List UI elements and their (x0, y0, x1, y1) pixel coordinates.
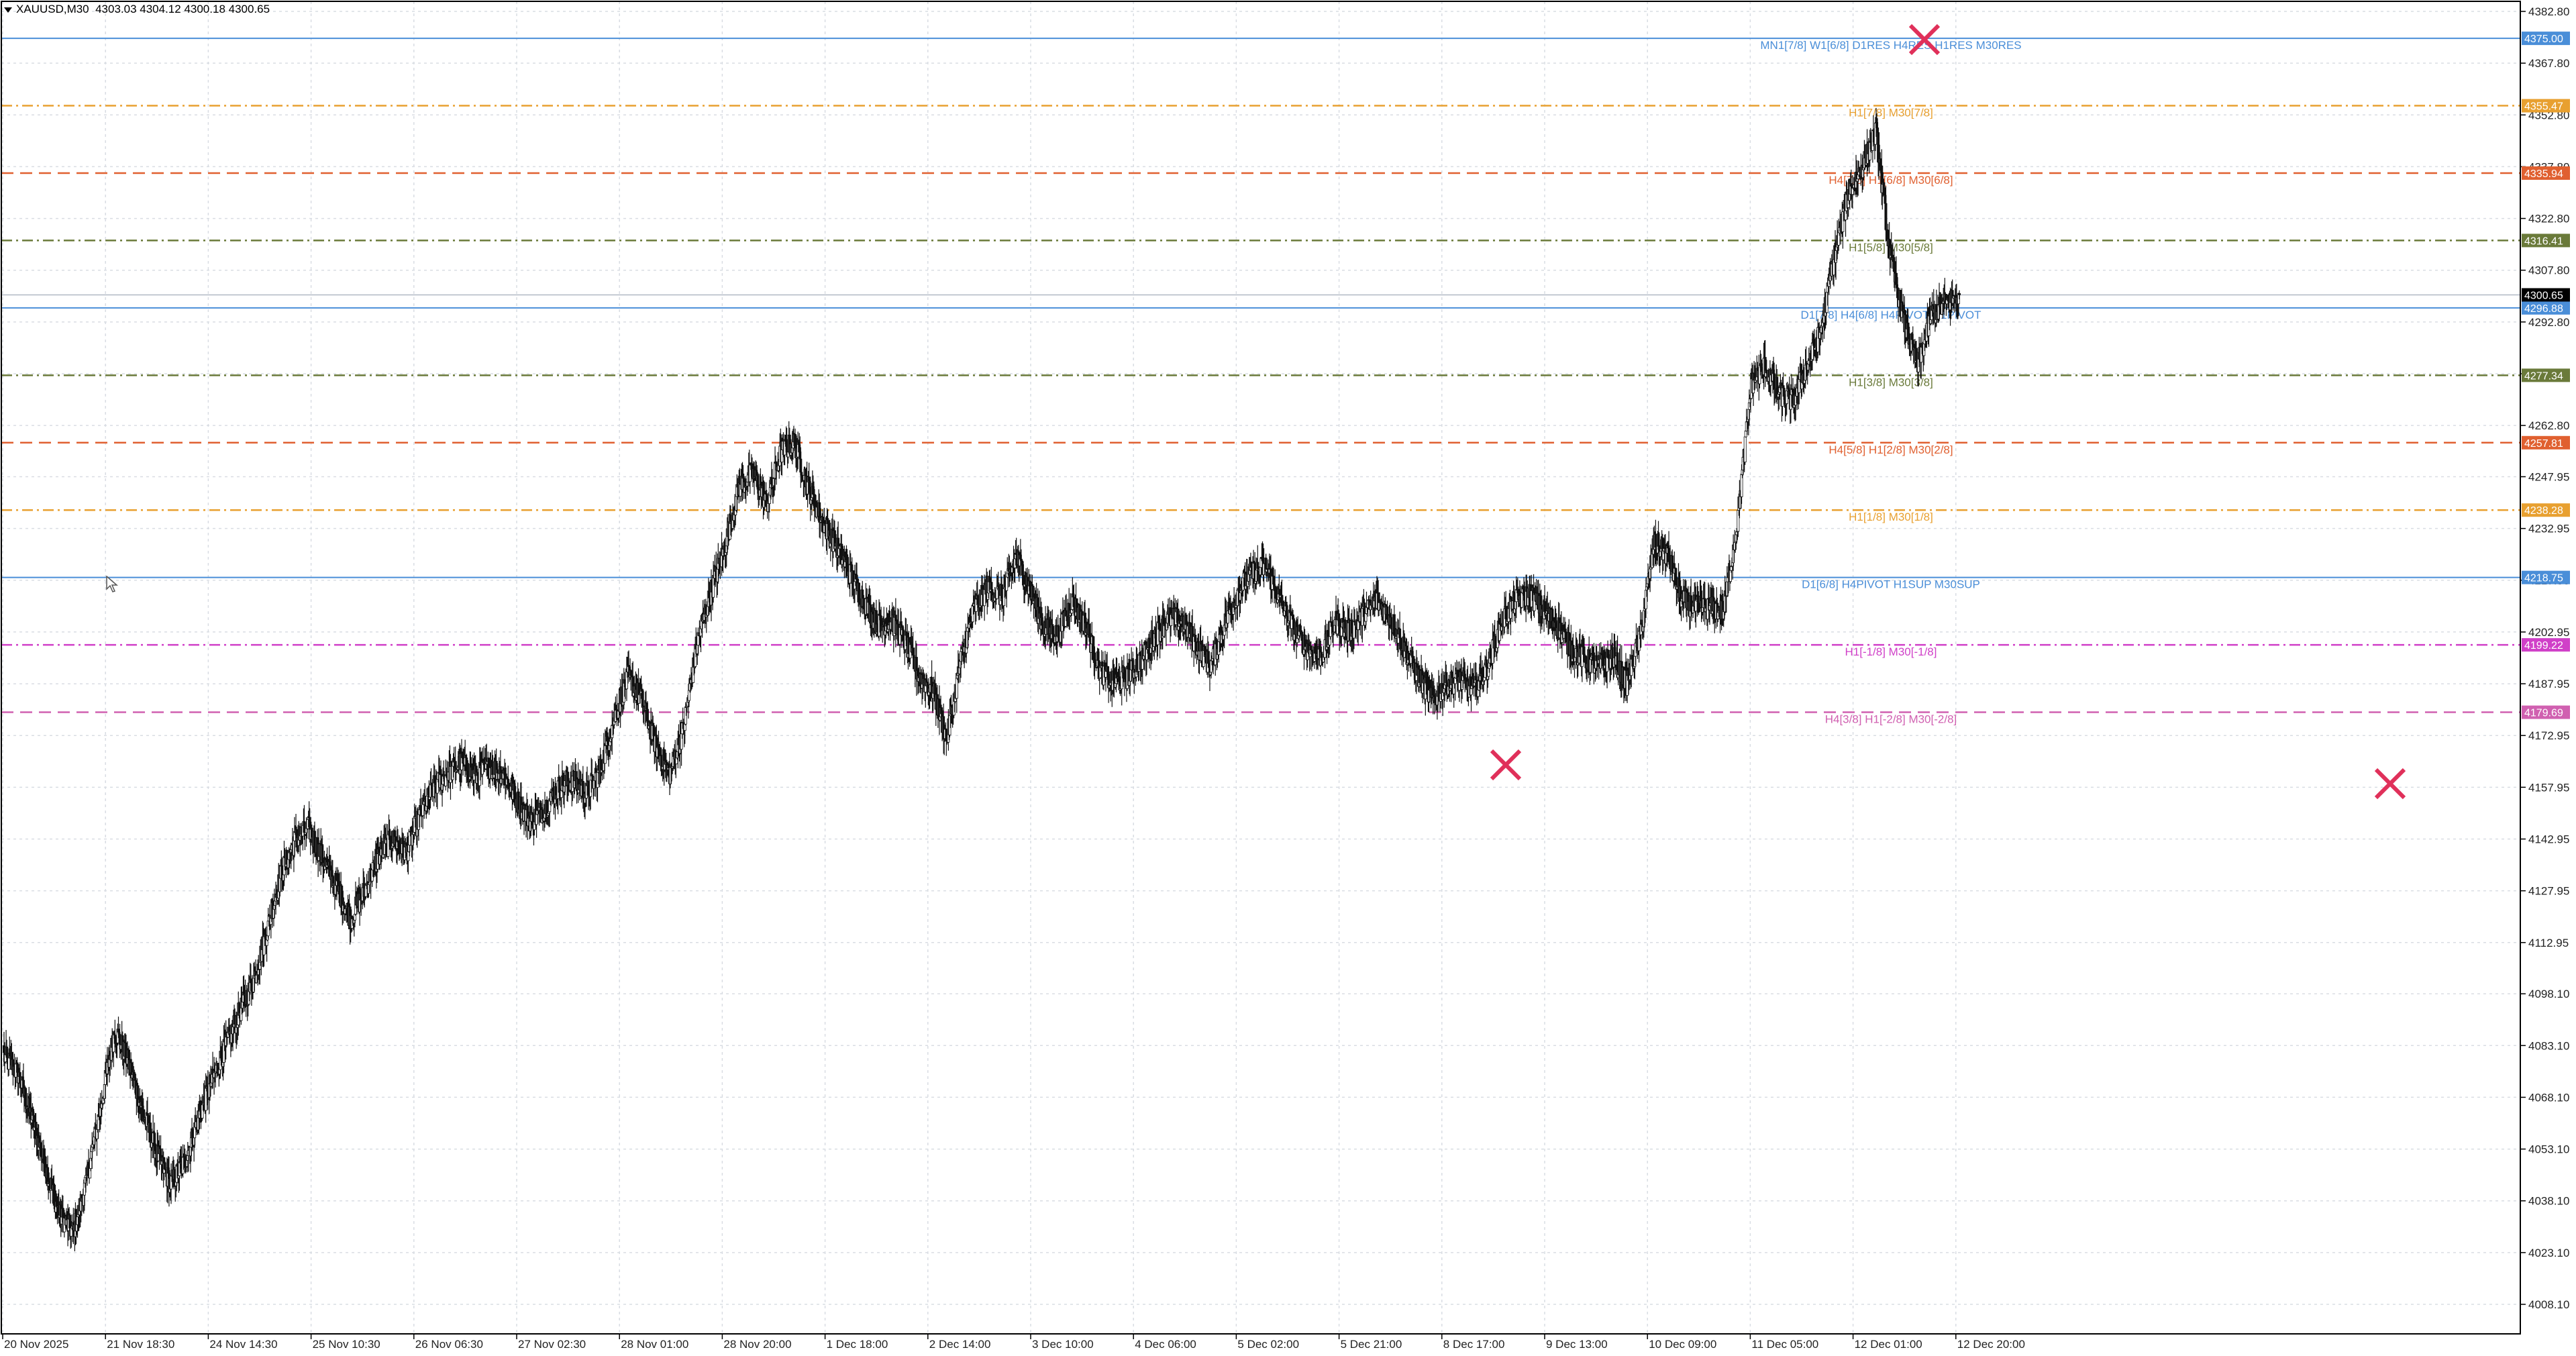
price-tick-label: 4098.10 (2528, 988, 2569, 1000)
time-tick-label: 11 Dec 05:00 (1751, 1338, 1818, 1351)
time-tick-label: 4 Dec 06:00 (1135, 1338, 1196, 1351)
level-label: D1[6/8] H4PIVOT H1SUP M30SUP (1802, 578, 1980, 591)
price-tick-label: 4083.10 (2528, 1039, 2569, 1052)
mouse-cursor-icon (106, 576, 119, 592)
x-marker-right (2374, 768, 2406, 800)
chart-grid (1, 1, 2520, 1334)
price-tick-label: 4322.80 (2528, 213, 2569, 225)
time-tick-label: 10 Dec 09:00 (1649, 1338, 1716, 1351)
price-axis: 4382.804367.804352.804337.804322.804307.… (2520, 5, 2569, 1311)
level-label: H1[3/8] M30[3/8] (1849, 376, 1933, 388)
x-marker-low (1490, 749, 1522, 781)
time-tick-label: 28 Nov 01:00 (621, 1338, 688, 1351)
price-tick-label: 4172.95 (2528, 729, 2569, 742)
time-tick-label: 20 Nov 2025 (4, 1338, 68, 1351)
level-price-tag-label: 4355.47 (2524, 101, 2563, 113)
level-label: H1[7/8] M30[7/8] (1849, 107, 1933, 119)
price-tick-label: 4038.10 (2528, 1195, 2569, 1208)
level-label: MN1[7/8] W1[6/8] D1RES H4RES H1RES M30RE… (1760, 39, 2021, 52)
current-price-tag-label: 4300.65 (2524, 290, 2563, 301)
time-tick-label: 25 Nov 10:30 (313, 1338, 380, 1351)
level-label: H1[1/8] M30[1/8] (1849, 511, 1933, 523)
price-tick-label: 4292.80 (2528, 316, 2569, 329)
candle (1005, 574, 1009, 608)
price-tick-label: 4157.95 (2528, 781, 2569, 794)
candle (507, 766, 510, 784)
price-tick-label: 4053.10 (2528, 1143, 2569, 1156)
time-tick-label: 3 Dec 10:00 (1032, 1338, 1094, 1351)
ohlc-values: 4303.03 4304.12 4300.18 4300.65 (95, 3, 270, 15)
symbol-name: XAUUSD,M30 (16, 3, 89, 15)
time-tick-label: 9 Dec 13:00 (1546, 1338, 1608, 1351)
price-tick-label: 4068.10 (2528, 1091, 2569, 1104)
murrey-math-levels: MN1[7/8] W1[6/8] D1RES H4RES H1RES M30RE… (1, 38, 2520, 726)
level-label: H1[-1/8] M30[-1/8] (1845, 645, 1937, 658)
time-tick-label: 2 Dec 14:00 (929, 1338, 991, 1351)
price-tick-label: 4187.95 (2528, 678, 2569, 690)
time-tick-label: 8 Dec 17:00 (1443, 1338, 1505, 1351)
level-price-tag-label: 4257.81 (2524, 438, 2563, 450)
price-tick-label: 4127.95 (2528, 885, 2569, 898)
time-axis: 20 Nov 2025 21 Nov 18:30 24 Nov 14:30 25 No… (2, 1334, 2025, 1351)
level-price-tag-label: 4199.22 (2524, 640, 2563, 651)
candle (858, 582, 861, 611)
level-price-tag-label: 4218.75 (2524, 573, 2563, 584)
plot-border (1, 1, 2521, 1335)
level-price-tag-label: 4277.34 (2524, 370, 2563, 382)
time-tick-label: 1 Dec 18:00 (827, 1338, 888, 1351)
time-tick-label: 5 Dec 02:00 (1237, 1338, 1299, 1351)
time-tick-label: 12 Dec 01:00 (1855, 1338, 1922, 1351)
time-tick-label: 27 Nov 02:30 (518, 1338, 586, 1351)
level-price-tag-label: 4238.28 (2524, 505, 2563, 517)
price-tick-label: 4367.80 (2528, 57, 2569, 70)
time-tick-label: 12 Dec 20:00 (1957, 1338, 2025, 1351)
price-tick-label: 4112.95 (2528, 937, 2569, 949)
level-price-tag-label: 4296.88 (2524, 303, 2563, 315)
price-tick-label: 4307.80 (2528, 264, 2569, 277)
time-tick-label: 5 Dec 21:00 (1341, 1338, 1402, 1351)
level-price-tag-label: 4335.94 (2524, 168, 2563, 180)
symbol-header: XAUUSD,M30 4303.03 4304.12 4300.18 4300.… (4, 3, 270, 16)
price-tick-label: 4382.80 (2528, 5, 2569, 18)
price-tags: 4375.00 4355.47 4335.94 4316.41 4296.88 4277.… (2522, 32, 2570, 719)
price-tick-label: 4142.95 (2528, 833, 2569, 845)
chart-frame (1, 1, 2521, 1335)
level-price-tag-label: 4316.41 (2524, 236, 2563, 247)
price-tick-label: 4247.95 (2528, 471, 2569, 484)
price-tick-label: 4262.80 (2528, 419, 2569, 432)
price-tick-label: 4023.10 (2528, 1247, 2569, 1259)
price-tick-label: 4202.95 (2528, 626, 2569, 639)
level-label: H4[3/8] H1[-2/8] M30[-2/8] (1825, 713, 1957, 726)
price-tick-label: 4232.95 (2528, 523, 2569, 535)
chevron-down-icon[interactable] (4, 7, 12, 13)
candle (1274, 586, 1278, 608)
price-tick-label: 4008.10 (2528, 1298, 2569, 1311)
level-label: H4[5/8] H1[2/8] M30[2/8] (1828, 444, 1953, 456)
level-price-tag-label: 4375.00 (2524, 34, 2563, 45)
candlesticks (3, 107, 1961, 1251)
time-tick-label: 24 Nov 14:30 (209, 1338, 277, 1351)
level-price-tag-label: 4179.69 (2524, 708, 2563, 719)
time-tick-label: 28 Nov 20:00 (723, 1338, 791, 1351)
time-tick-label: 26 Nov 06:30 (415, 1338, 483, 1351)
time-tick-label: 21 Nov 18:30 (107, 1338, 174, 1351)
